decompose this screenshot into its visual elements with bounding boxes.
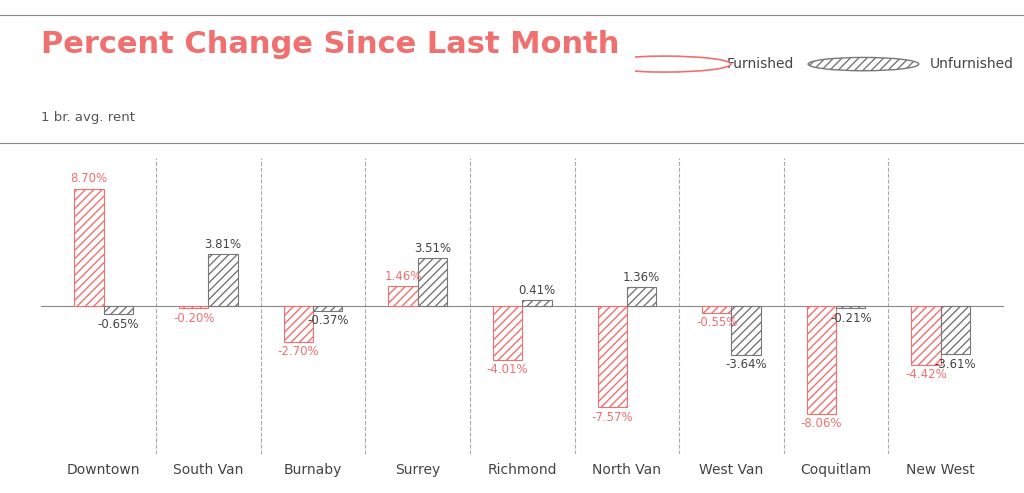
Text: 1.46%: 1.46% xyxy=(384,270,422,282)
Bar xyxy=(941,306,970,354)
Text: 1 br. avg. rent: 1 br. avg. rent xyxy=(41,111,135,124)
Text: 8.70%: 8.70% xyxy=(71,173,108,185)
Circle shape xyxy=(598,56,731,72)
Text: -2.70%: -2.70% xyxy=(278,345,319,358)
Text: 3.81%: 3.81% xyxy=(205,238,242,251)
Text: Unfurnished: Unfurnished xyxy=(930,57,1014,71)
Bar xyxy=(702,306,731,313)
Text: -4.42%: -4.42% xyxy=(905,368,947,382)
Text: -3.61%: -3.61% xyxy=(935,357,976,371)
Text: -3.64%: -3.64% xyxy=(725,358,767,371)
Bar xyxy=(807,306,837,414)
Text: -0.20%: -0.20% xyxy=(173,312,214,325)
Text: -0.21%: -0.21% xyxy=(830,312,871,325)
Bar xyxy=(179,306,208,308)
Circle shape xyxy=(605,58,716,71)
Bar xyxy=(208,254,238,306)
Text: -0.55%: -0.55% xyxy=(696,317,737,329)
Bar xyxy=(598,306,627,407)
Bar xyxy=(418,258,446,306)
Circle shape xyxy=(808,58,919,71)
Text: 0.41%: 0.41% xyxy=(518,284,555,297)
Bar xyxy=(313,306,342,311)
Text: 1.36%: 1.36% xyxy=(623,271,660,284)
Text: -0.65%: -0.65% xyxy=(97,318,139,331)
Bar xyxy=(388,286,418,306)
Bar xyxy=(103,306,133,315)
Text: Percent Change Since Last Month: Percent Change Since Last Month xyxy=(41,30,620,59)
Bar xyxy=(731,306,761,354)
Text: Furnished: Furnished xyxy=(727,57,795,71)
Text: -8.06%: -8.06% xyxy=(801,418,842,430)
Text: -0.37%: -0.37% xyxy=(307,314,348,327)
Text: 3.51%: 3.51% xyxy=(414,242,451,255)
Bar xyxy=(522,300,552,306)
Bar xyxy=(837,306,865,309)
Bar xyxy=(75,189,103,306)
Bar xyxy=(627,287,656,306)
Bar xyxy=(284,306,313,342)
Bar xyxy=(493,306,522,359)
Text: -7.57%: -7.57% xyxy=(592,411,633,424)
Bar xyxy=(911,306,941,365)
Text: -4.01%: -4.01% xyxy=(486,363,528,376)
